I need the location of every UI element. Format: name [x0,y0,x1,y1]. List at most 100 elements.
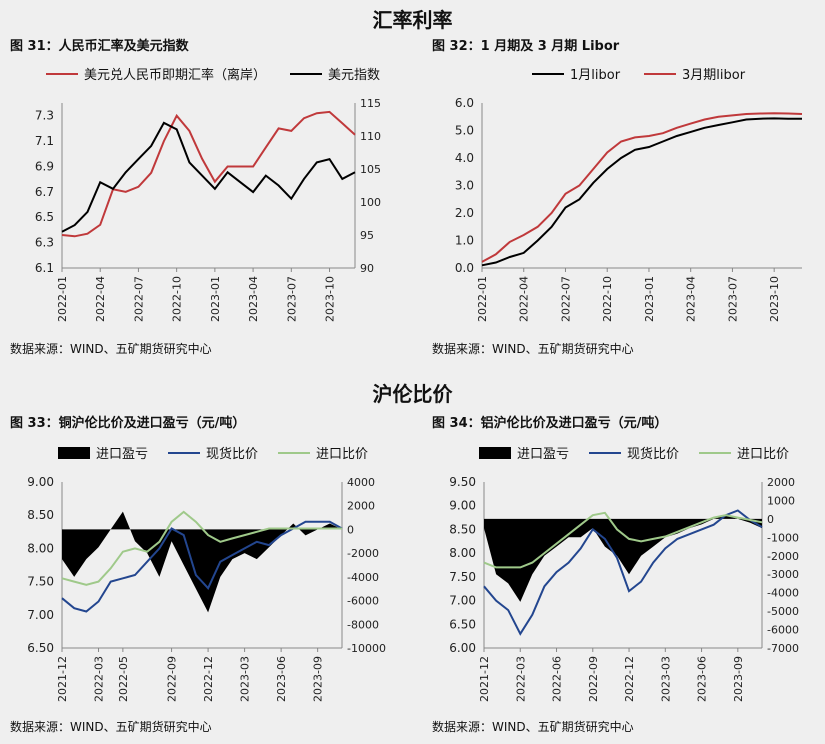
fig34-y-tick-label: 8.50 [449,522,476,536]
fig33-y2-tick-label: -4000 [347,571,379,584]
fig33-title: 图 33：铜沪伦比价及进口盈亏（元/吨） [10,416,246,431]
fig32-legend-label: 3月期libor [682,68,746,83]
fig33-y-tick-label: 8.00 [27,541,54,555]
fig34-legend-swatch [479,447,511,459]
section-title-rates: 汇率利率 [372,8,453,32]
fig34-series-area [484,515,762,602]
fig31-x-tick-label: 2022-01 [56,276,69,322]
fig34-legend-label: 进口盈亏 [517,447,569,462]
fig33-series-area [62,511,342,613]
fig32-x-tick-label: 2023-07 [726,276,739,322]
fig34-y-tick-label: 6.00 [449,641,476,655]
fig33-x-tick-label: 2022-05 [117,656,130,702]
fig33-x-tick-label: 2021-12 [56,656,69,702]
fig31-x-tick-label: 2023-04 [247,276,260,322]
fig32-x-tick-label: 2023-01 [643,276,656,322]
fig34-y2-tick-label: -3000 [767,568,799,581]
fig34-title: 图 34：铝沪伦比价及进口盈亏（元/吨） [432,416,668,431]
fig33-y2-tick-label: -10000 [347,642,386,655]
fig32-x-tick-label: 2022-04 [518,276,531,322]
fig33-x-tick-label: 2023-06 [275,656,288,702]
fig33-y2-tick-label: 2000 [347,500,375,513]
fig33-legend-label: 进口盈亏 [96,447,148,462]
fig31-legend-label: 美元指数 [328,68,380,83]
fig34-y2-tick-label: -6000 [767,624,799,637]
fig33-y-tick-label: 8.50 [27,508,54,522]
fig31-series-line [61,110,356,238]
fig31-y-tick-label: 6.5 [35,210,54,224]
fig31-x-tick-label: 2022-07 [132,276,145,322]
fig32-x-tick-label: 2023-04 [685,276,698,322]
fig31-y2-tick-label: 115 [360,97,381,110]
fig32-series-line [481,112,803,263]
fig34-y-tick-label: 9.50 [449,475,476,489]
fig33-series-line [61,510,342,586]
fig31-y-tick-label: 7.3 [35,109,54,123]
fig33-y-tick-label: 6.50 [27,641,54,655]
fig34-y2-tick-label: 0 [767,513,774,526]
fig31-legend-label: 美元兑人民币即期汇率（离岸） [84,67,266,83]
fig34-x-tick-label: 2023-03 [659,656,672,702]
fig31-y-tick-label: 6.1 [35,261,54,275]
fig34-y-tick-label: 9.00 [449,499,476,513]
fig34-x-tick-label: 2021-12 [478,656,491,702]
fig33-y2-tick-label: -8000 [347,618,379,631]
fig33-y2-tick-label: -6000 [347,595,379,608]
fig31-title: 图 31：人民币汇率及美元指数 [10,39,189,54]
fig34-x-tick-label: 2022-06 [551,656,564,702]
section-title-ratio: 沪伦比价 [372,382,453,406]
fig34-source: 数据来源：WIND、五矿期货研究中心 [432,720,634,734]
fig31-y2-tick-label: 105 [360,163,381,176]
fig32-x-tick-label: 2022-10 [601,276,614,322]
fig32-series-line [481,117,802,267]
fig33-y2-tick-label: -2000 [347,547,379,560]
fig32-x-tick-label: 2023-10 [768,276,781,322]
fig34-series-line [483,509,763,636]
fig32-x-tick-label: 2022-01 [476,276,489,322]
fig34-y2-tick-label: -7000 [767,642,799,655]
fig32-title: 图 32：1 月期及 3 月期 Libor [432,39,620,54]
fig31-x-tick-label: 2022-04 [94,276,107,322]
fig31-source: 数据来源：WIND、五矿期货研究中心 [10,342,212,356]
fig32-legend-label: 1月libor [570,68,621,83]
fig34-y2-tick-label: -2000 [767,550,799,563]
fig33-legend-label: 现货比价 [206,446,258,462]
fig32-x-tick-label: 2022-07 [559,276,572,322]
fig32-y-tick-label: 3.0 [455,179,474,193]
fig31-y-tick-label: 6.3 [35,236,54,250]
fig34-y2-tick-label: -4000 [767,587,799,600]
fig33-legend-label: 进口比价 [316,447,368,462]
fig31-y2-tick-label: 110 [360,130,381,143]
fig31-x-tick-label: 2022-10 [171,276,184,322]
fig34-x-tick-label: 2022-03 [514,656,527,702]
fig31-x-tick-label: 2023-07 [285,276,298,322]
fig31-y2-tick-label: 95 [360,229,374,242]
fig34-x-tick-label: 2023-06 [696,656,709,702]
fig31-y-tick-label: 6.9 [35,159,54,173]
fig33-series-line [61,520,343,613]
fig33-x-tick-label: 2022-12 [202,656,215,702]
fig32-y-tick-label: 2.0 [455,206,474,220]
fig31-y2-tick-label: 90 [360,262,374,275]
fig32-y-tick-label: 6.0 [455,96,474,110]
fig34-series-line [483,511,763,569]
fig34-y2-tick-label: 1000 [767,494,795,507]
fig31-x-tick-label: 2023-01 [209,276,222,322]
fig33-y2-tick-label: 0 [347,523,354,536]
fig34-legend-label: 现货比价 [627,446,679,462]
fig32-y-tick-label: 1.0 [455,234,474,248]
fig34-y-tick-label: 8.00 [449,546,476,560]
fig31-series-line [61,121,356,233]
fig34-x-tick-label: 2022-12 [623,656,636,702]
fig33-y-tick-label: 7.50 [27,575,54,589]
fig34-legend-label: 进口比价 [737,447,789,462]
fig34-y2-tick-label: -5000 [767,605,799,618]
fig34-y-tick-label: 6.50 [449,617,476,631]
fig31-y-tick-label: 7.1 [35,134,54,148]
fig34-x-tick-label: 2023-09 [732,656,745,702]
fig34-y2-tick-label: -1000 [767,531,799,544]
fig31-y-tick-label: 6.7 [35,185,54,199]
